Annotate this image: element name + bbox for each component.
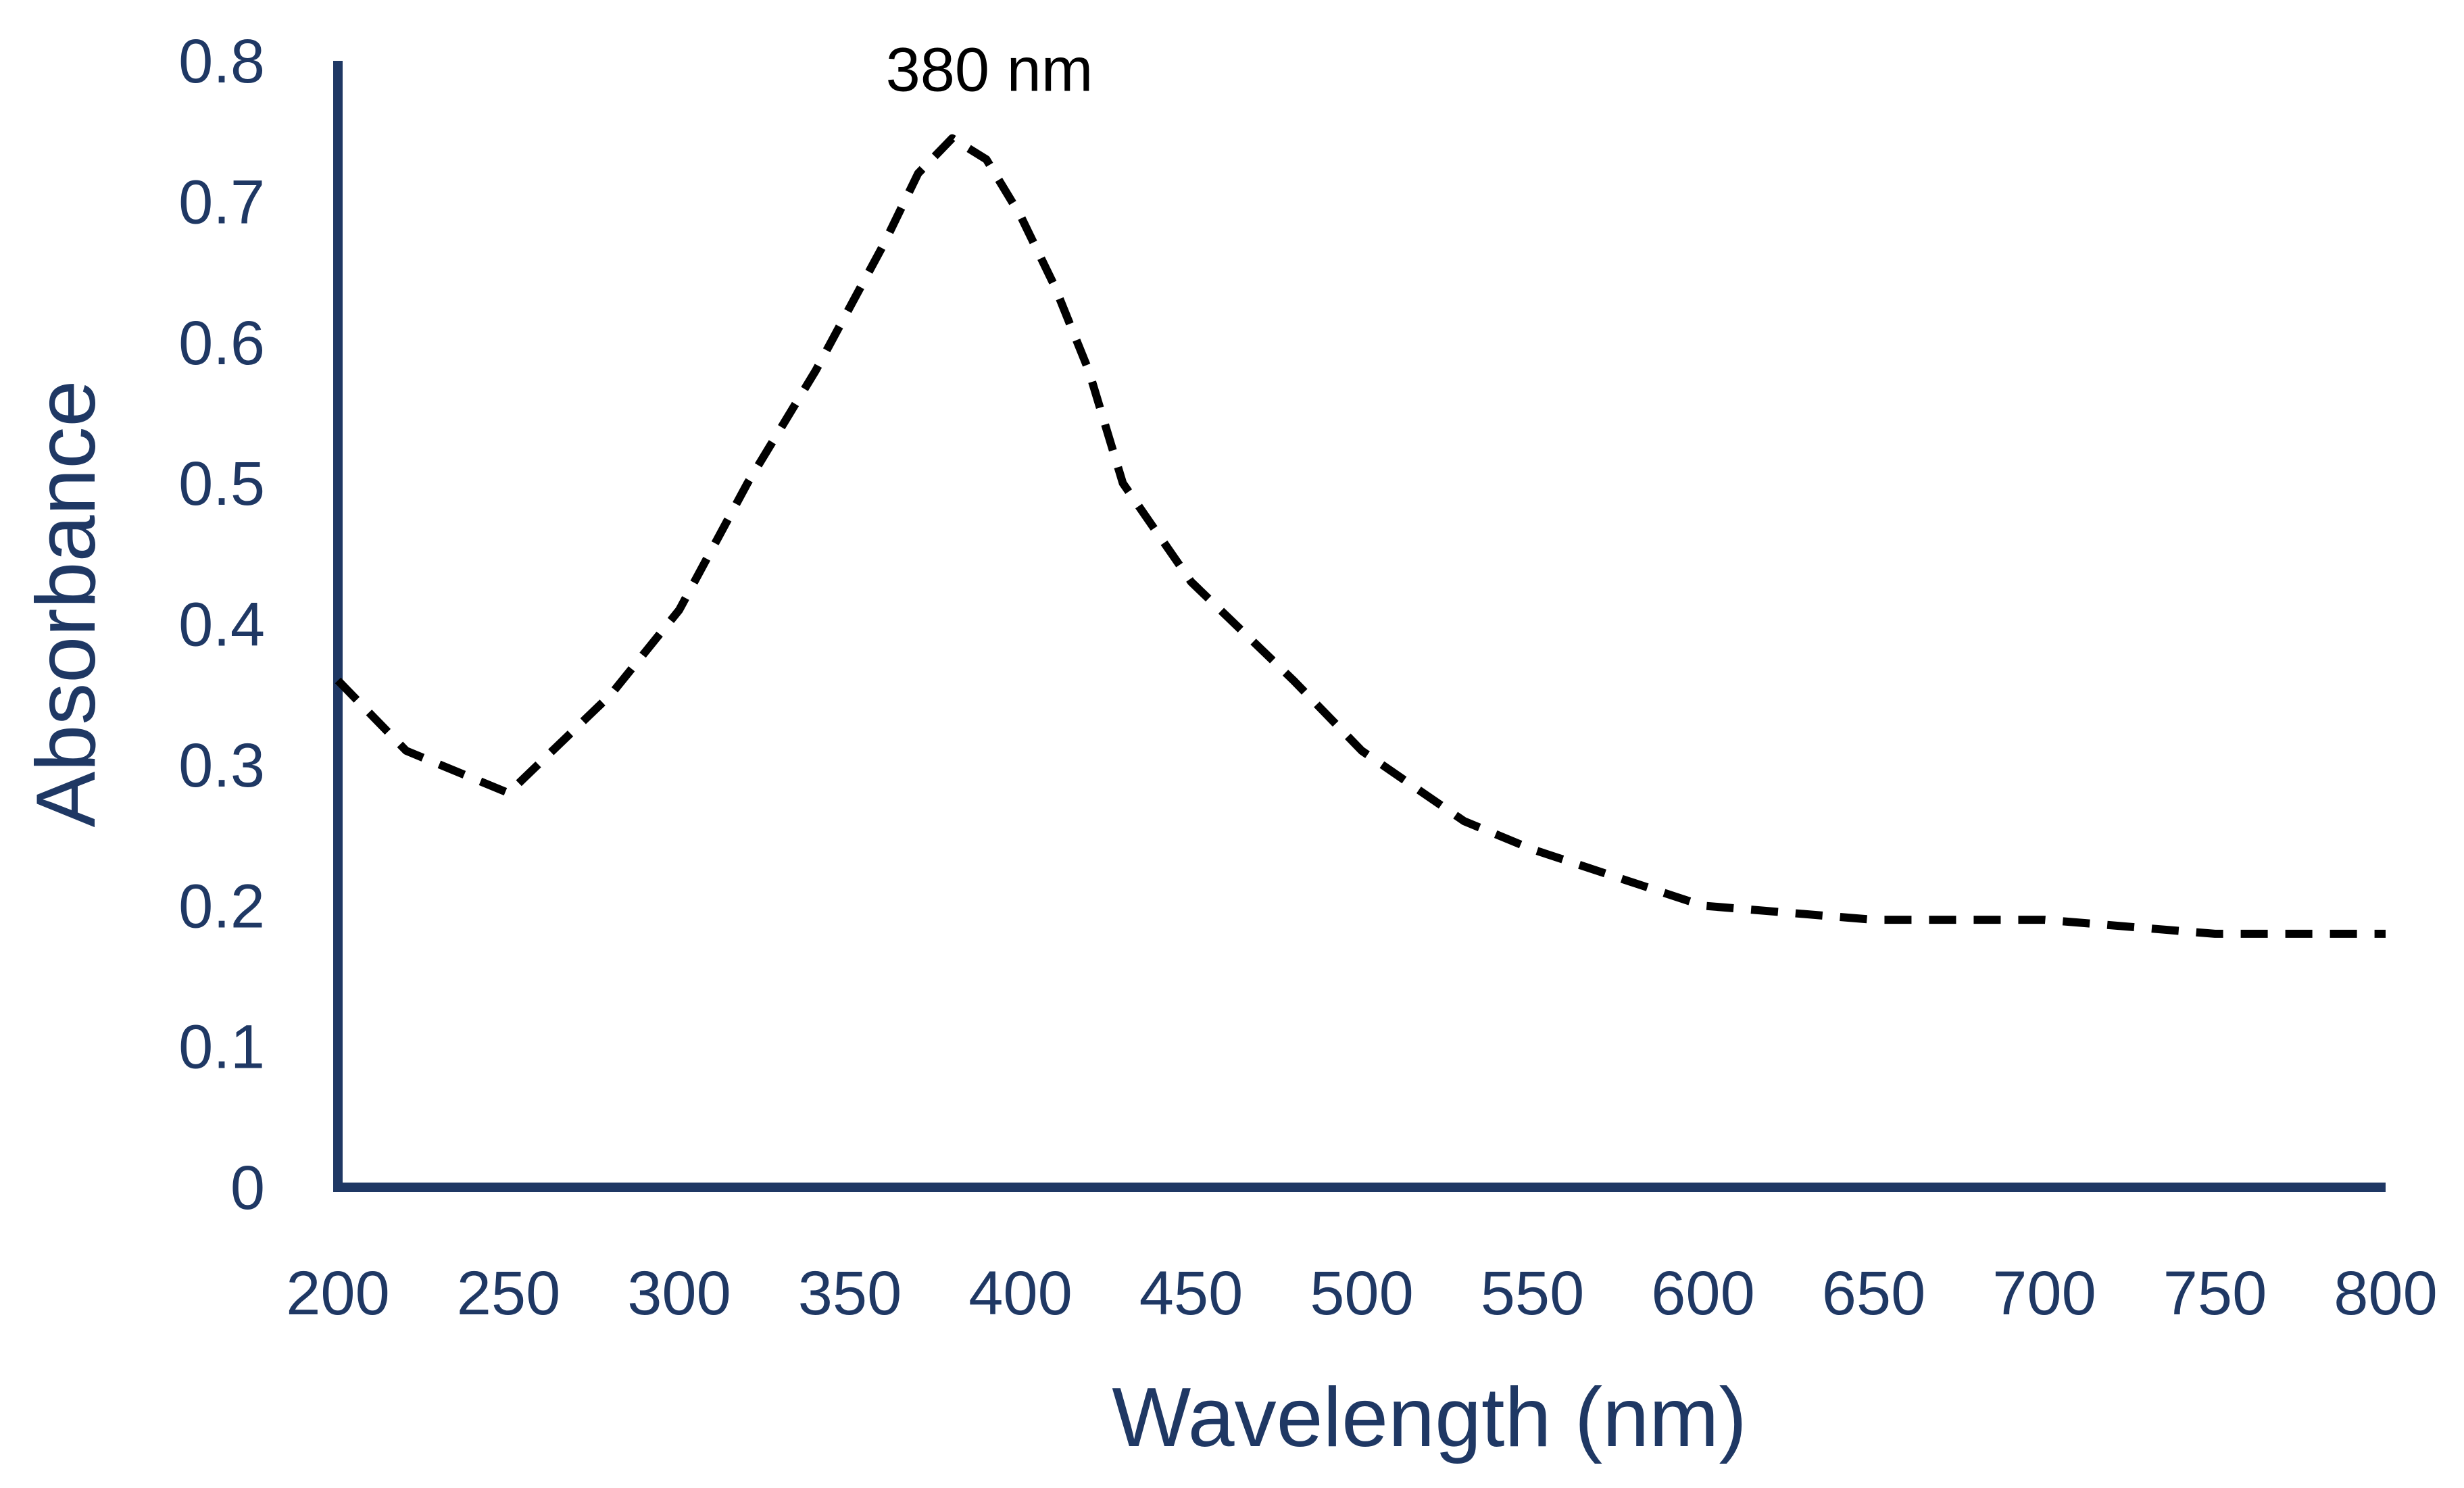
x-tick-label: 250: [457, 1259, 561, 1328]
x-tick-label: 750: [2163, 1259, 2267, 1328]
x-tick-label: 200: [286, 1259, 390, 1328]
x-tick-label: 450: [1139, 1259, 1243, 1328]
x-tick-label: 700: [1992, 1259, 2096, 1328]
x-tick-label: 500: [1310, 1259, 1414, 1328]
x-tick-label: 600: [1651, 1259, 1755, 1328]
y-tick-label: 0.6: [178, 309, 265, 378]
x-tick-label: 650: [1822, 1259, 1926, 1328]
y-tick-label: 0.1: [178, 1013, 265, 1082]
x-tick-label: 400: [968, 1259, 1073, 1328]
y-tick-labels: 0 0.1 0.2 0.3 0.4 0.5 0.6 0.7 0.8: [178, 27, 265, 1222]
peak-annotation: 380 nm: [886, 36, 1093, 105]
y-tick-label: 0.2: [178, 872, 265, 941]
x-tick-label: 800: [2334, 1259, 2438, 1328]
x-tick-labels: 200 250 300 350 400 450 500 550 600 650 700 750 800: [286, 1259, 2438, 1328]
y-tick-label: 0.5: [178, 449, 265, 518]
y-tick-label: 0.4: [178, 591, 265, 660]
y-tick-label: 0.3: [178, 731, 265, 800]
x-tick-label: 300: [627, 1259, 731, 1328]
y-tick-label: 0.7: [178, 168, 265, 237]
x-tick-label: 350: [798, 1259, 902, 1328]
y-tick-label: 0.8: [178, 27, 265, 96]
x-tick-label: 550: [1481, 1259, 1585, 1328]
absorbance-series-line: [335, 134, 2386, 938]
y-tick-label: 0: [230, 1154, 265, 1222]
x-axis-title: Wavelength (nm): [1112, 1371, 1747, 1464]
y-axis-title: Absorbance: [20, 380, 113, 828]
